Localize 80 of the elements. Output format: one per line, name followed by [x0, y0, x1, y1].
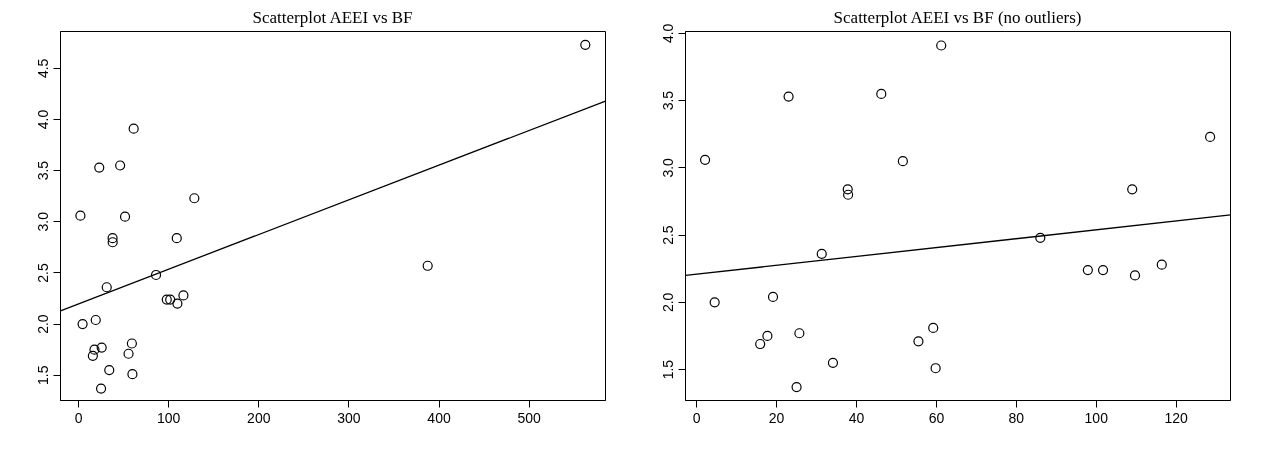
- y-tick-label: 2.0: [35, 314, 52, 334]
- point: [107, 233, 118, 244]
- point: [767, 291, 779, 303]
- x-tick-label: 500: [517, 409, 542, 426]
- x-tick-label: 20: [768, 409, 785, 426]
- point: [165, 294, 176, 305]
- y-tick-label: 2.5: [660, 225, 677, 245]
- point: [128, 123, 139, 134]
- point: [913, 336, 924, 347]
- y-tick-label: 2.0: [660, 292, 677, 313]
- point: [794, 328, 805, 339]
- point: [75, 210, 86, 221]
- y-tick-label: 4.0: [35, 109, 52, 130]
- point: [123, 348, 134, 359]
- x-tick-label: 40: [848, 409, 865, 426]
- point: [699, 154, 711, 165]
- y-tick-label: 4.0: [660, 23, 677, 44]
- x-tick-label: 60: [928, 409, 945, 426]
- chart-title: Scatterplot AEEI vs BF (no outliers): [833, 7, 1082, 27]
- point: [422, 260, 433, 271]
- point: [172, 298, 183, 309]
- point: [178, 290, 189, 301]
- point: [1035, 232, 1046, 243]
- point: [87, 350, 98, 361]
- point: [77, 318, 88, 330]
- point: [842, 184, 853, 195]
- point: [876, 88, 887, 99]
- point: [1205, 131, 1216, 143]
- point: [1127, 184, 1138, 195]
- point: [1129, 270, 1141, 281]
- point: [95, 383, 107, 394]
- point: [709, 297, 720, 308]
- point: [783, 91, 794, 102]
- point: [762, 330, 773, 342]
- point: [90, 314, 101, 326]
- point: [127, 369, 138, 380]
- point: [171, 233, 182, 244]
- point: [816, 248, 827, 260]
- point: [930, 363, 941, 374]
- x-tick-label: 0: [692, 409, 701, 426]
- x-tick-label: 200: [247, 409, 271, 426]
- point: [936, 40, 947, 51]
- x-tick-label: 300: [337, 409, 361, 426]
- point: [1156, 259, 1167, 270]
- y-tick-label: 1.5: [35, 365, 52, 385]
- point: [104, 365, 115, 376]
- point: [897, 156, 908, 167]
- y-tick-label: 2.5: [35, 262, 52, 283]
- point: [96, 342, 107, 353]
- point: [1082, 264, 1093, 276]
- x-tick-label: 0: [74, 409, 83, 426]
- point: [115, 160, 126, 171]
- point: [791, 381, 802, 393]
- y-tick-label: 1.5: [660, 359, 677, 380]
- x-tick-label: 100: [1084, 409, 1109, 426]
- point: [1097, 264, 1109, 276]
- point: [827, 357, 839, 368]
- point: [119, 211, 131, 222]
- point: [580, 39, 591, 50]
- point: [126, 338, 137, 349]
- y-tick-label: 3.0: [35, 211, 52, 232]
- y-tick-label: 3.0: [660, 157, 677, 178]
- point: [107, 237, 118, 248]
- point: [928, 322, 939, 333]
- x-tick-label: 400: [427, 409, 451, 426]
- point: [189, 193, 200, 204]
- point: [101, 282, 112, 293]
- point: [94, 162, 105, 173]
- x-tick-label: 100: [156, 409, 181, 426]
- point: [755, 338, 766, 350]
- point: [843, 189, 854, 200]
- point: [150, 269, 162, 281]
- point: [161, 294, 172, 305]
- chart-title: Scatterplot AEEI vs BF: [252, 7, 413, 27]
- y-tick-label: 4.5: [35, 58, 52, 79]
- x-tick-label: 120: [1164, 409, 1189, 426]
- point: [89, 344, 100, 355]
- y-tick-label: 3.5: [660, 90, 677, 111]
- y-tick-label: 3.5: [35, 160, 52, 181]
- x-tick-label: 80: [1008, 409, 1025, 426]
